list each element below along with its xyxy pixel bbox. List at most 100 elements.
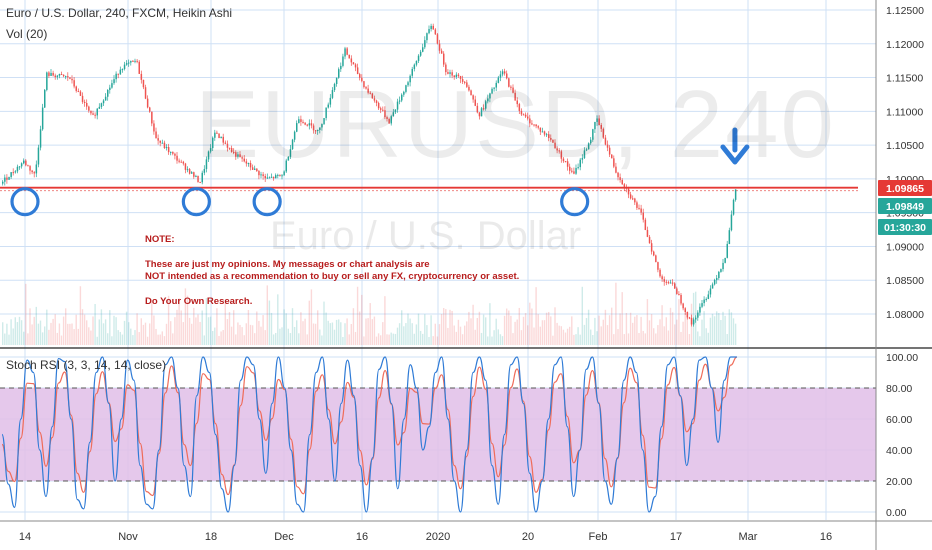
candle-body — [585, 149, 588, 151]
time-tick-label: 16 — [820, 531, 832, 543]
volume-bar — [73, 329, 75, 345]
candle-body — [386, 117, 388, 120]
candle-body — [73, 80, 75, 87]
candle-body — [470, 90, 472, 96]
candle-body — [436, 34, 439, 44]
volume-bar — [79, 286, 82, 345]
candle-body — [369, 92, 371, 94]
volume-bar — [541, 320, 544, 345]
candle-body — [96, 108, 98, 116]
volume-bar — [50, 322, 52, 345]
candle-body — [541, 131, 544, 133]
price-tick-label: 1.11500 — [886, 73, 923, 85]
volume-bar — [4, 333, 6, 345]
candle-body — [686, 311, 689, 318]
candle-body — [365, 87, 367, 89]
volume-bar — [491, 336, 493, 345]
candle-body — [587, 143, 590, 150]
volume-bar — [12, 328, 14, 345]
candle-body — [77, 90, 80, 92]
candle-body — [415, 60, 418, 65]
volume-bar — [470, 318, 472, 345]
candle-body — [657, 262, 659, 270]
volume-bar — [709, 317, 712, 345]
candle-body — [566, 161, 569, 167]
volume-bar — [478, 311, 481, 345]
candle-body — [186, 169, 189, 171]
volume-bar — [266, 285, 268, 345]
volume-bar — [632, 322, 634, 345]
volume-bar — [94, 303, 96, 345]
volume-bar — [455, 331, 457, 345]
volume-bar — [464, 325, 466, 345]
volume-bar — [247, 309, 250, 345]
volume-bar — [489, 303, 491, 345]
candle-body — [178, 160, 180, 162]
candle-body — [375, 100, 378, 103]
candle-body — [594, 121, 596, 130]
candle-body — [491, 88, 493, 94]
candle-body — [665, 281, 668, 283]
candle-body — [2, 181, 4, 184]
volume-bar — [182, 322, 184, 345]
volume-bar — [222, 330, 224, 345]
volume-bar — [354, 331, 357, 345]
volume-bar — [142, 324, 145, 345]
candle-body — [121, 69, 124, 71]
volume-bar — [161, 331, 163, 345]
volume-bar — [699, 336, 701, 345]
volume-bar — [8, 334, 10, 345]
candle-body — [373, 98, 376, 101]
candle-body — [636, 202, 638, 208]
volume-bar — [556, 322, 558, 345]
volume-bar — [209, 316, 212, 345]
support-touch-marker-3 — [252, 187, 282, 217]
volume-bar — [201, 310, 203, 345]
chart-title[interactable]: Euro / U.S. Dollar, 240, FXCM, Heikin As… — [6, 6, 233, 20]
volume-bar — [25, 283, 27, 345]
candle-body — [243, 158, 245, 162]
candle-body — [384, 110, 386, 118]
volume-bar — [495, 318, 497, 345]
volume-bar — [113, 315, 115, 345]
volume-bar — [287, 328, 289, 345]
candle-body — [287, 156, 290, 161]
candle-body — [539, 127, 542, 132]
candle-body — [524, 114, 527, 117]
volume-bar — [235, 334, 237, 345]
candle-body — [6, 177, 8, 180]
volume-bar — [90, 330, 92, 345]
volume-bar — [302, 321, 304, 345]
candle-body — [707, 294, 710, 299]
volume-bar — [718, 313, 720, 345]
candle-body — [447, 72, 449, 74]
candle-body — [690, 317, 693, 325]
candle-body — [642, 212, 644, 220]
candle-body — [321, 124, 323, 128]
time-tick-label: 18 — [205, 531, 217, 543]
volume-bar — [560, 326, 562, 345]
candle-body — [41, 107, 44, 130]
candle-body — [270, 176, 273, 178]
candle-body — [283, 171, 285, 176]
stoch-tick-label: 100.00 — [886, 352, 918, 364]
volume-bar — [123, 320, 126, 345]
volume-bar — [405, 323, 407, 345]
candle-body — [113, 79, 115, 84]
volume-bar — [344, 323, 346, 345]
candle-body — [489, 93, 491, 99]
volume-label[interactable]: Vol (20) — [6, 27, 48, 41]
volume-bar — [575, 334, 577, 345]
candle-body — [182, 161, 185, 164]
volume-bar — [422, 333, 424, 345]
volume-bar — [426, 325, 428, 345]
volume-bar — [705, 328, 707, 345]
candle-body — [396, 101, 399, 110]
candle-body — [132, 60, 134, 62]
indicator-label[interactable]: Stoch RSI (3, 3, 14, 14, close) — [6, 358, 167, 372]
down-arrow-head — [720, 144, 750, 165]
candle-body — [726, 243, 728, 258]
volume-bar — [468, 311, 470, 345]
volume-bar — [646, 299, 649, 345]
